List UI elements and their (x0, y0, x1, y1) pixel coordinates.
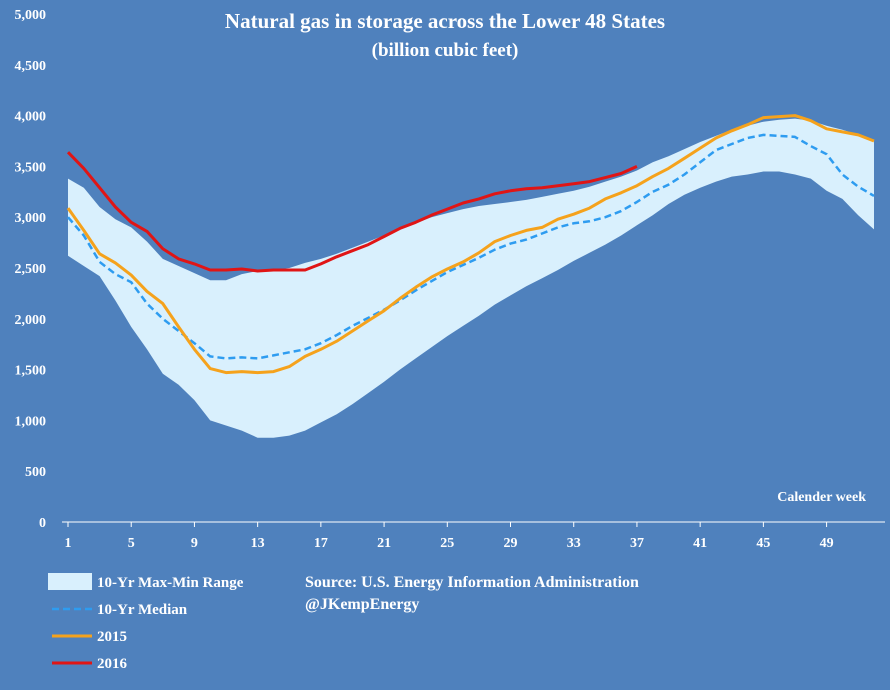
chart-subtitle: (billion cubic feet) (372, 40, 519, 61)
legend-label-median: 10-Yr Median (97, 602, 188, 618)
x-axis-label: Calender week (777, 490, 866, 505)
y-tick-label: 4,500 (15, 59, 47, 74)
legend-item-2015: 2015 (52, 629, 127, 645)
legend-item-range: 10-Yr Max-Min Range (48, 573, 244, 591)
chart-title: Natural gas in storage across the Lower … (225, 9, 665, 33)
y-tick-label: 2,000 (15, 313, 47, 328)
x-tick-label: 17 (314, 536, 328, 551)
y-tick-label: 1,500 (15, 364, 47, 379)
y-tick-label: 1,000 (15, 414, 47, 429)
y-tick-label: 3,500 (15, 160, 47, 175)
x-tick-label: 9 (191, 536, 198, 551)
legend-item-median: 10-Yr Median (52, 602, 188, 618)
series-2015-line (66, 114, 875, 375)
y-tick-label: 500 (25, 465, 46, 480)
x-tick-label: 49 (820, 536, 834, 551)
legend-label-2015: 2015 (97, 629, 127, 645)
series-10yr-median-line (67, 133, 875, 360)
y-axis-ticks: 0 500 1,000 1,500 2,000 2,500 3,000 3,500 4,000 4… (15, 8, 47, 531)
x-tick-label: 21 (377, 536, 391, 551)
x-tick-label: 41 (693, 536, 707, 551)
x-tick-label: 1 (65, 536, 72, 551)
x-tick-label: 29 (504, 536, 518, 551)
author-handle: @JKempEnergy (305, 596, 419, 613)
x-axis-ticks: 1 5 9 13 17 21 25 29 33 37 41 45 49 (65, 522, 834, 551)
x-tick-label: 33 (567, 536, 581, 551)
x-tick-label: 25 (440, 536, 454, 551)
y-tick-label: 4,000 (15, 110, 47, 125)
x-tick-label: 37 (630, 536, 644, 551)
legend-item-2016: 2016 (52, 656, 128, 672)
legend: 10-Yr Max-Min Range 10-Yr Median 2015 20… (48, 573, 244, 672)
y-tick-label: 5,000 (15, 8, 47, 23)
legend-label-2016: 2016 (97, 656, 128, 672)
y-tick-label: 0 (39, 516, 46, 531)
range-band (68, 118, 874, 438)
source-attribution: Source: U.S. Energy Information Administ… (305, 574, 639, 591)
x-tick-label: 5 (128, 536, 135, 551)
x-tick-label: 45 (756, 536, 770, 551)
series-2016-line (66, 151, 638, 273)
legend-label-range: 10-Yr Max-Min Range (97, 575, 244, 591)
legend-swatch-range (48, 573, 92, 590)
plot-area (66, 114, 875, 438)
y-tick-label: 2,500 (15, 262, 47, 277)
y-tick-label: 3,000 (15, 211, 47, 226)
x-tick-label: 13 (251, 536, 265, 551)
